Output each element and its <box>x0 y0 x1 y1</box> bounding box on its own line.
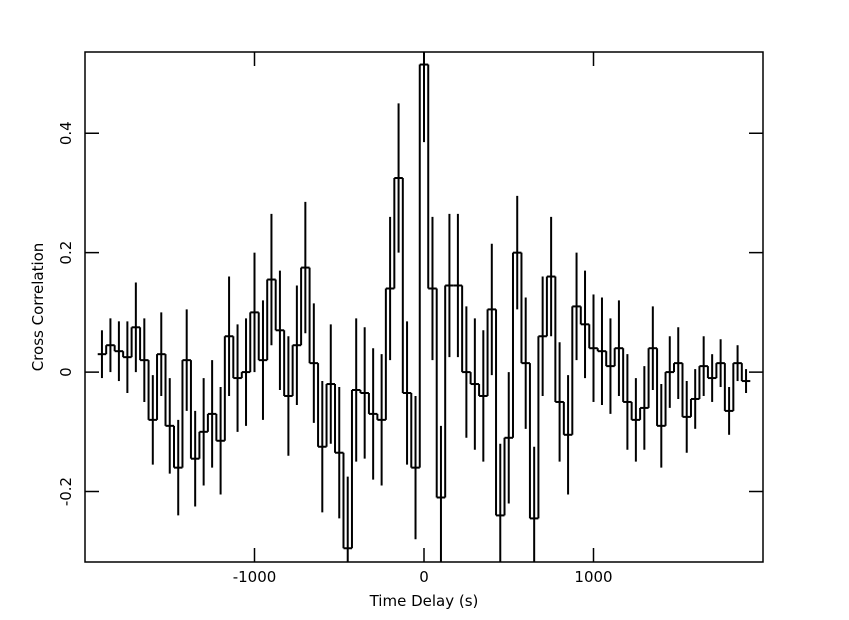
y-tick-label: -0.2 <box>57 477 75 506</box>
plot-marks <box>97 52 751 562</box>
x-tick-label: 1000 <box>574 568 612 586</box>
x-axis-label: Time Delay (s) <box>369 592 479 610</box>
y-tick-label: 0.4 <box>57 121 75 145</box>
x-tick-label: 0 <box>419 568 429 586</box>
y-axis-label: Cross Correlation <box>29 243 47 372</box>
x-tick-label: -1000 <box>233 568 277 586</box>
y-tick-label: 0 <box>57 367 75 377</box>
y-tick-label: 0.2 <box>57 241 75 265</box>
